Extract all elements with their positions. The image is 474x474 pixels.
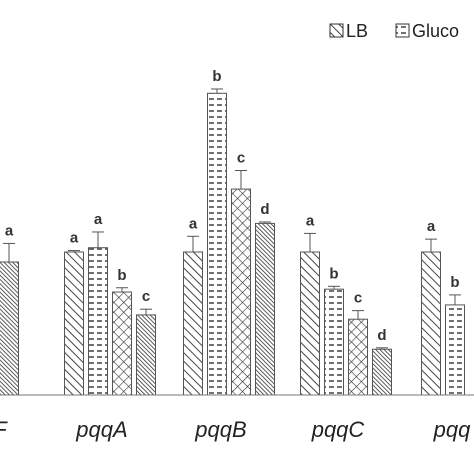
category-label: pqq [433, 417, 471, 442]
bar-pqqC-s0 [300, 251, 320, 396]
bar-pqqC-s3 [372, 348, 392, 396]
legend: LB Gluco [329, 21, 459, 41]
bar-pqqA-s3 [136, 314, 156, 396]
error-bar [235, 169, 247, 190]
error-bar [211, 88, 223, 94]
significance-label: b [117, 267, 126, 284]
legend-label: LB [346, 21, 368, 41]
significance-label: b [450, 274, 459, 291]
bar-pqqD-s1 [445, 304, 465, 396]
bar-pqqA-s2 [112, 291, 132, 396]
bar-pqqC-s2 [348, 318, 368, 396]
significance-label: a [94, 211, 103, 228]
significance-label: a [427, 218, 436, 235]
significance-label: c [237, 149, 245, 166]
significance-label: b [329, 265, 338, 282]
legend-swatch [395, 23, 410, 38]
legend-item: LB [329, 21, 368, 41]
significance-label: a [189, 215, 198, 232]
error-bar [68, 250, 80, 252]
bars-layer [0, 88, 474, 396]
error-bar [425, 238, 437, 252]
error-bar [352, 310, 364, 320]
significance-label: c [142, 288, 150, 305]
category-label: pqqC [311, 417, 365, 442]
error-bar [3, 242, 15, 263]
bar-pqqA-s0 [64, 251, 84, 396]
error-bar [140, 308, 152, 315]
significance-label: d [377, 327, 386, 344]
legend-swatch [329, 23, 344, 38]
error-bar [92, 231, 104, 248]
labels-layer: aaaaabbbbccacddFpqqApqqBpqqCpqq [0, 68, 471, 442]
bar-pqqB-s2 [231, 188, 251, 396]
error-bar [187, 235, 199, 252]
significance-label: a [306, 212, 315, 229]
significance-label: a [70, 230, 79, 247]
bar-pqqC-s1 [324, 288, 344, 396]
error-bar [449, 294, 461, 305]
significance-label: b [212, 68, 221, 85]
bar-F-s3 [0, 261, 19, 396]
bar-pqqD-s0 [421, 251, 441, 396]
bar-pqqA-s1 [88, 247, 108, 396]
legend-item: Gluco [395, 21, 459, 41]
error-bar [116, 287, 128, 293]
category-label: F [0, 417, 8, 442]
category-label: pqqB [194, 417, 246, 442]
bar-pqqB-s1 [207, 92, 227, 396]
error-bar [328, 285, 340, 290]
category-label: pqqA [75, 417, 127, 442]
significance-label: c [354, 290, 362, 307]
bar-pqqB-s0 [183, 251, 203, 396]
legend-label: Gluco [412, 21, 459, 41]
significance-label: a [5, 222, 14, 239]
error-bar [376, 347, 388, 350]
error-bar [304, 232, 316, 252]
bar-pqqB-s3 [255, 222, 275, 396]
significance-label: d [260, 201, 269, 218]
error-bar [259, 221, 271, 224]
